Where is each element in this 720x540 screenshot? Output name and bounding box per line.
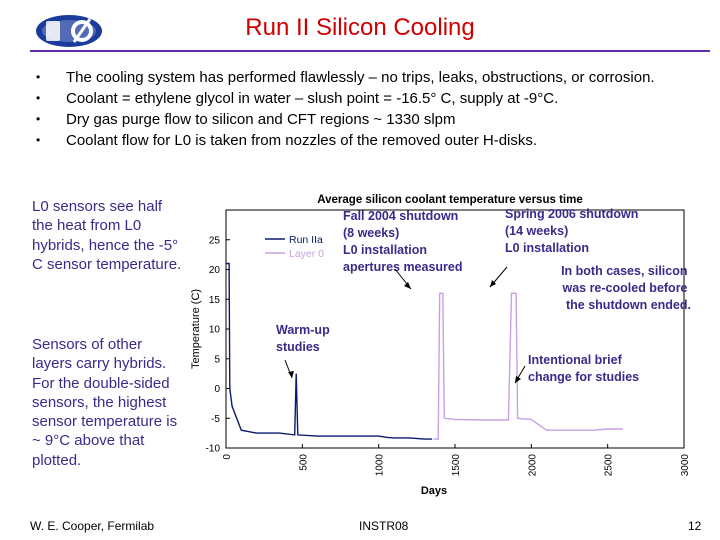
x-tick-label: 500 [298,454,309,471]
chart-title: Average silicon coolant temperature vers… [317,194,582,206]
arrow-head-brief-change [515,376,521,383]
side-note-other-layers: Sensors of other layers carry hybrids. F… [32,336,178,469]
bullet-dot: • [36,91,41,105]
bullet-item: • The cooling system has performed flawle… [36,69,655,86]
page-number: 12 [688,519,702,533]
y-axis-label: Temperature (C) [190,289,202,369]
legend-label-layer-0: Layer 0 [289,248,324,260]
bullet-item: • Coolant = ethylene glycol in water – sl… [36,90,559,107]
x-tick-label: 0 [222,454,233,460]
bullet-list: • The cooling system has performed flawle… [30,68,700,152]
x-tick-label: 1500 [451,454,462,477]
bullet-item: • Dry gas purge flow to silicon and CFT r… [36,111,456,128]
y-tick-label: 20 [209,265,221,276]
title-rule [30,50,710,52]
chart-legend: Run IIa Layer 0 [265,234,324,260]
x-tick-label: 2000 [527,454,538,477]
x-tick-label: 3000 [680,454,691,477]
y-tick-label: 25 [209,235,221,246]
annotation-fall-2004: Fall 2004 shutdown (8 weeks) L0 installa… [343,209,463,274]
footer-author: W. E. Cooper, Fermilab [30,519,155,533]
series-line-run-iia [226,262,433,440]
legend-label-run-iia: Run IIa [289,234,323,246]
series-line-layer-0 [433,292,623,440]
annotation-spring-2006: Spring 2006 shutdown (14 weeks) L0 insta… [505,207,642,255]
annotation-warm-up: Warm-up studies [276,323,333,354]
arrow-head-spring-2006 [490,280,496,287]
y-tick-label: 5 [214,354,220,365]
annotation-brief-change: Intentional brief change for studies [528,353,639,384]
y-tick-label: 15 [209,295,221,306]
bullet-dot: • [36,133,41,147]
arrow-head-warm-up [288,371,294,378]
side-note-l0: L0 sensors see half the heat from L0 hyb… [32,198,182,273]
x-tick-label: 1000 [375,454,386,477]
bullet-item: • Coolant flow for L0 is taken from nozzl… [36,132,538,149]
footer-conference: INSTR08 [359,519,409,533]
temperature-chart: Average silicon coolant temperature vers… [190,194,691,497]
y-tick-label: 10 [209,325,221,336]
y-tick-label: -10 [206,444,221,455]
y-tick-label: -5 [211,414,220,425]
y-tick-label: 0 [214,384,220,395]
d0-logo-icon [34,10,104,50]
bullet-dot: • [36,112,41,126]
x-tick-label: 2500 [604,454,615,477]
annotation-recooled: In both cases, silicon was re-cooled bef… [561,264,691,312]
slide-title: Run II Silicon Cooling [245,14,475,41]
plot-area [225,209,685,449]
arrow-head-fall-2004 [404,282,411,289]
bullet-dot: • [36,70,41,84]
x-axis-label: Days [421,485,447,497]
